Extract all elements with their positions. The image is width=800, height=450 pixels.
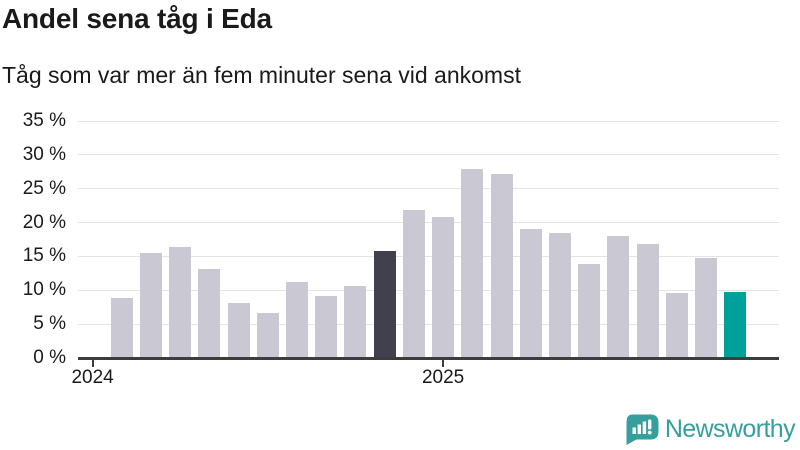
gridline-20 [78, 222, 779, 224]
newsworthy-logo: Newsworthy [624, 414, 796, 445]
bar-2024-05 [198, 268, 221, 358]
y-axis-label-35: 35 % [22, 110, 66, 131]
gridline-15 [78, 255, 779, 257]
bar-2024-06 [227, 303, 250, 358]
y-axis-label-15: 15 % [22, 245, 66, 267]
bar-2024-03 [140, 253, 163, 358]
bar-2024-11 [373, 251, 396, 358]
bar-2025-06 [578, 263, 601, 358]
x-axis-tick-2025 [442, 360, 445, 367]
bar-2025-01 [432, 217, 455, 358]
bar-2024-04 [169, 246, 192, 358]
gridline-25 [78, 188, 779, 190]
chart-subtitle: Tåg som var mer än fem minuter sena vid … [2, 62, 521, 88]
x-axis-line [78, 357, 779, 360]
newsworthy-logo-icon [626, 414, 659, 445]
x-axis-label-2024: 2024 [71, 367, 114, 388]
y-axis-label-25: 25 % [22, 177, 66, 199]
bar-2024-09 [315, 295, 338, 358]
y-axis-label-0: 0 % [33, 347, 66, 368]
y-axis-label-10: 10 % [22, 279, 66, 301]
bar-2024-07 [256, 312, 279, 358]
bar-2024-08 [286, 282, 309, 358]
bar-2025-02 [461, 169, 484, 358]
y-axis-label-5: 5 % [33, 313, 66, 335]
bar-2025-08 [636, 243, 659, 358]
chart-title: Andel sena tåg i Eda [2, 3, 272, 34]
bar-2025-07 [607, 236, 630, 358]
bar-2025-04 [519, 229, 542, 358]
bar-2024-12 [402, 209, 425, 358]
bar-2024-10 [344, 285, 367, 358]
gridline-10 [78, 289, 779, 291]
bar-2025-10 [694, 257, 717, 358]
bar-2025-11 [724, 291, 747, 358]
gridline-35 [78, 120, 779, 122]
y-axis-label-20: 20 % [22, 211, 66, 233]
newsworthy-wordmark: Newsworthy [664, 415, 796, 443]
bar-2024-02 [110, 297, 133, 358]
bar-2025-09 [665, 292, 688, 358]
x-axis-label-2025: 2025 [421, 367, 465, 388]
bar-2025-03 [490, 174, 513, 358]
bar-2025-05 [548, 233, 571, 358]
x-axis-tick-2024 [91, 360, 94, 367]
y-axis-label-30: 30 % [22, 143, 66, 165]
logo-bar-chart-glyph [632, 419, 652, 435]
gridline-30 [78, 154, 779, 156]
gridline-5 [78, 323, 779, 325]
